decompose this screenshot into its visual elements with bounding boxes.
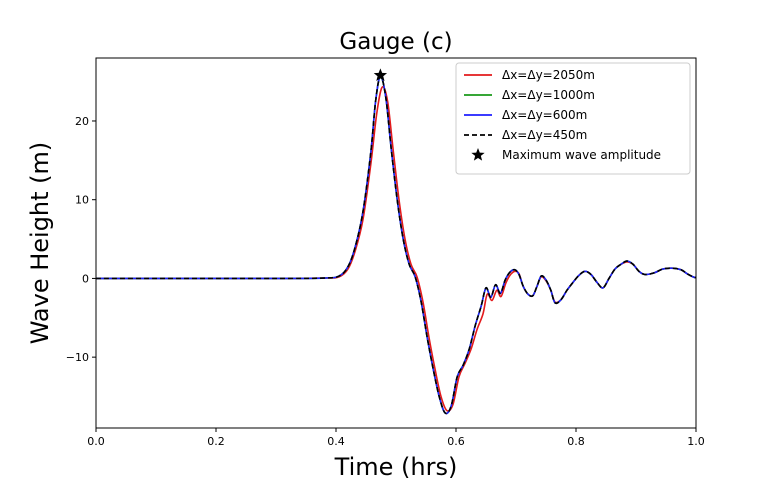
legend-label-2: Δx=Δy=1000m: [502, 88, 595, 102]
x-tick-label: 0.8: [567, 435, 585, 448]
legend: Δx=Δy=2050m Δx=Δy=1000m Δx=Δy=600m Δx=Δy=45…: [455, 62, 691, 175]
x-tick-label: 0.0: [87, 435, 105, 448]
x-axis-title: Time (hrs): [334, 453, 458, 481]
x-tick-label: 0.6: [447, 435, 465, 448]
y-axis-title: Wave Height (m): [26, 142, 54, 345]
legend-label-marker: Maximum wave amplitude: [502, 148, 661, 162]
y-axis-ticks: −10 0 10 20: [66, 115, 96, 364]
plot-border: [95, 57, 697, 429]
chart-title: Gauge (c): [339, 29, 452, 55]
y-tick-label: 0: [82, 272, 89, 285]
max-amplitude-star-marker: [373, 68, 388, 81]
legend-box: [455, 62, 691, 175]
x-tick-label: 0.4: [327, 435, 345, 448]
legend-label-1: Δx=Δy=2050m: [502, 68, 595, 82]
x-tick-label: 0.2: [207, 435, 225, 448]
x-tick-label: 1.0: [687, 435, 705, 448]
y-tick-label: 10: [75, 194, 89, 207]
y-tick-label: 20: [75, 115, 89, 128]
y-tick-label: −10: [66, 351, 89, 364]
x-axis-ticks: 0.0 0.2 0.4 0.6 0.8 1.0: [87, 428, 705, 448]
legend-label-4: Δx=Δy=450m: [502, 128, 587, 142]
legend-items: Δx=Δy=2050m Δx=Δy=1000m Δx=Δy=600m Δx=Δy=45…: [464, 68, 661, 162]
legend-star-icon: [471, 148, 485, 161]
marker-layer: [373, 68, 388, 81]
legend-label-3: Δx=Δy=600m: [502, 108, 587, 122]
